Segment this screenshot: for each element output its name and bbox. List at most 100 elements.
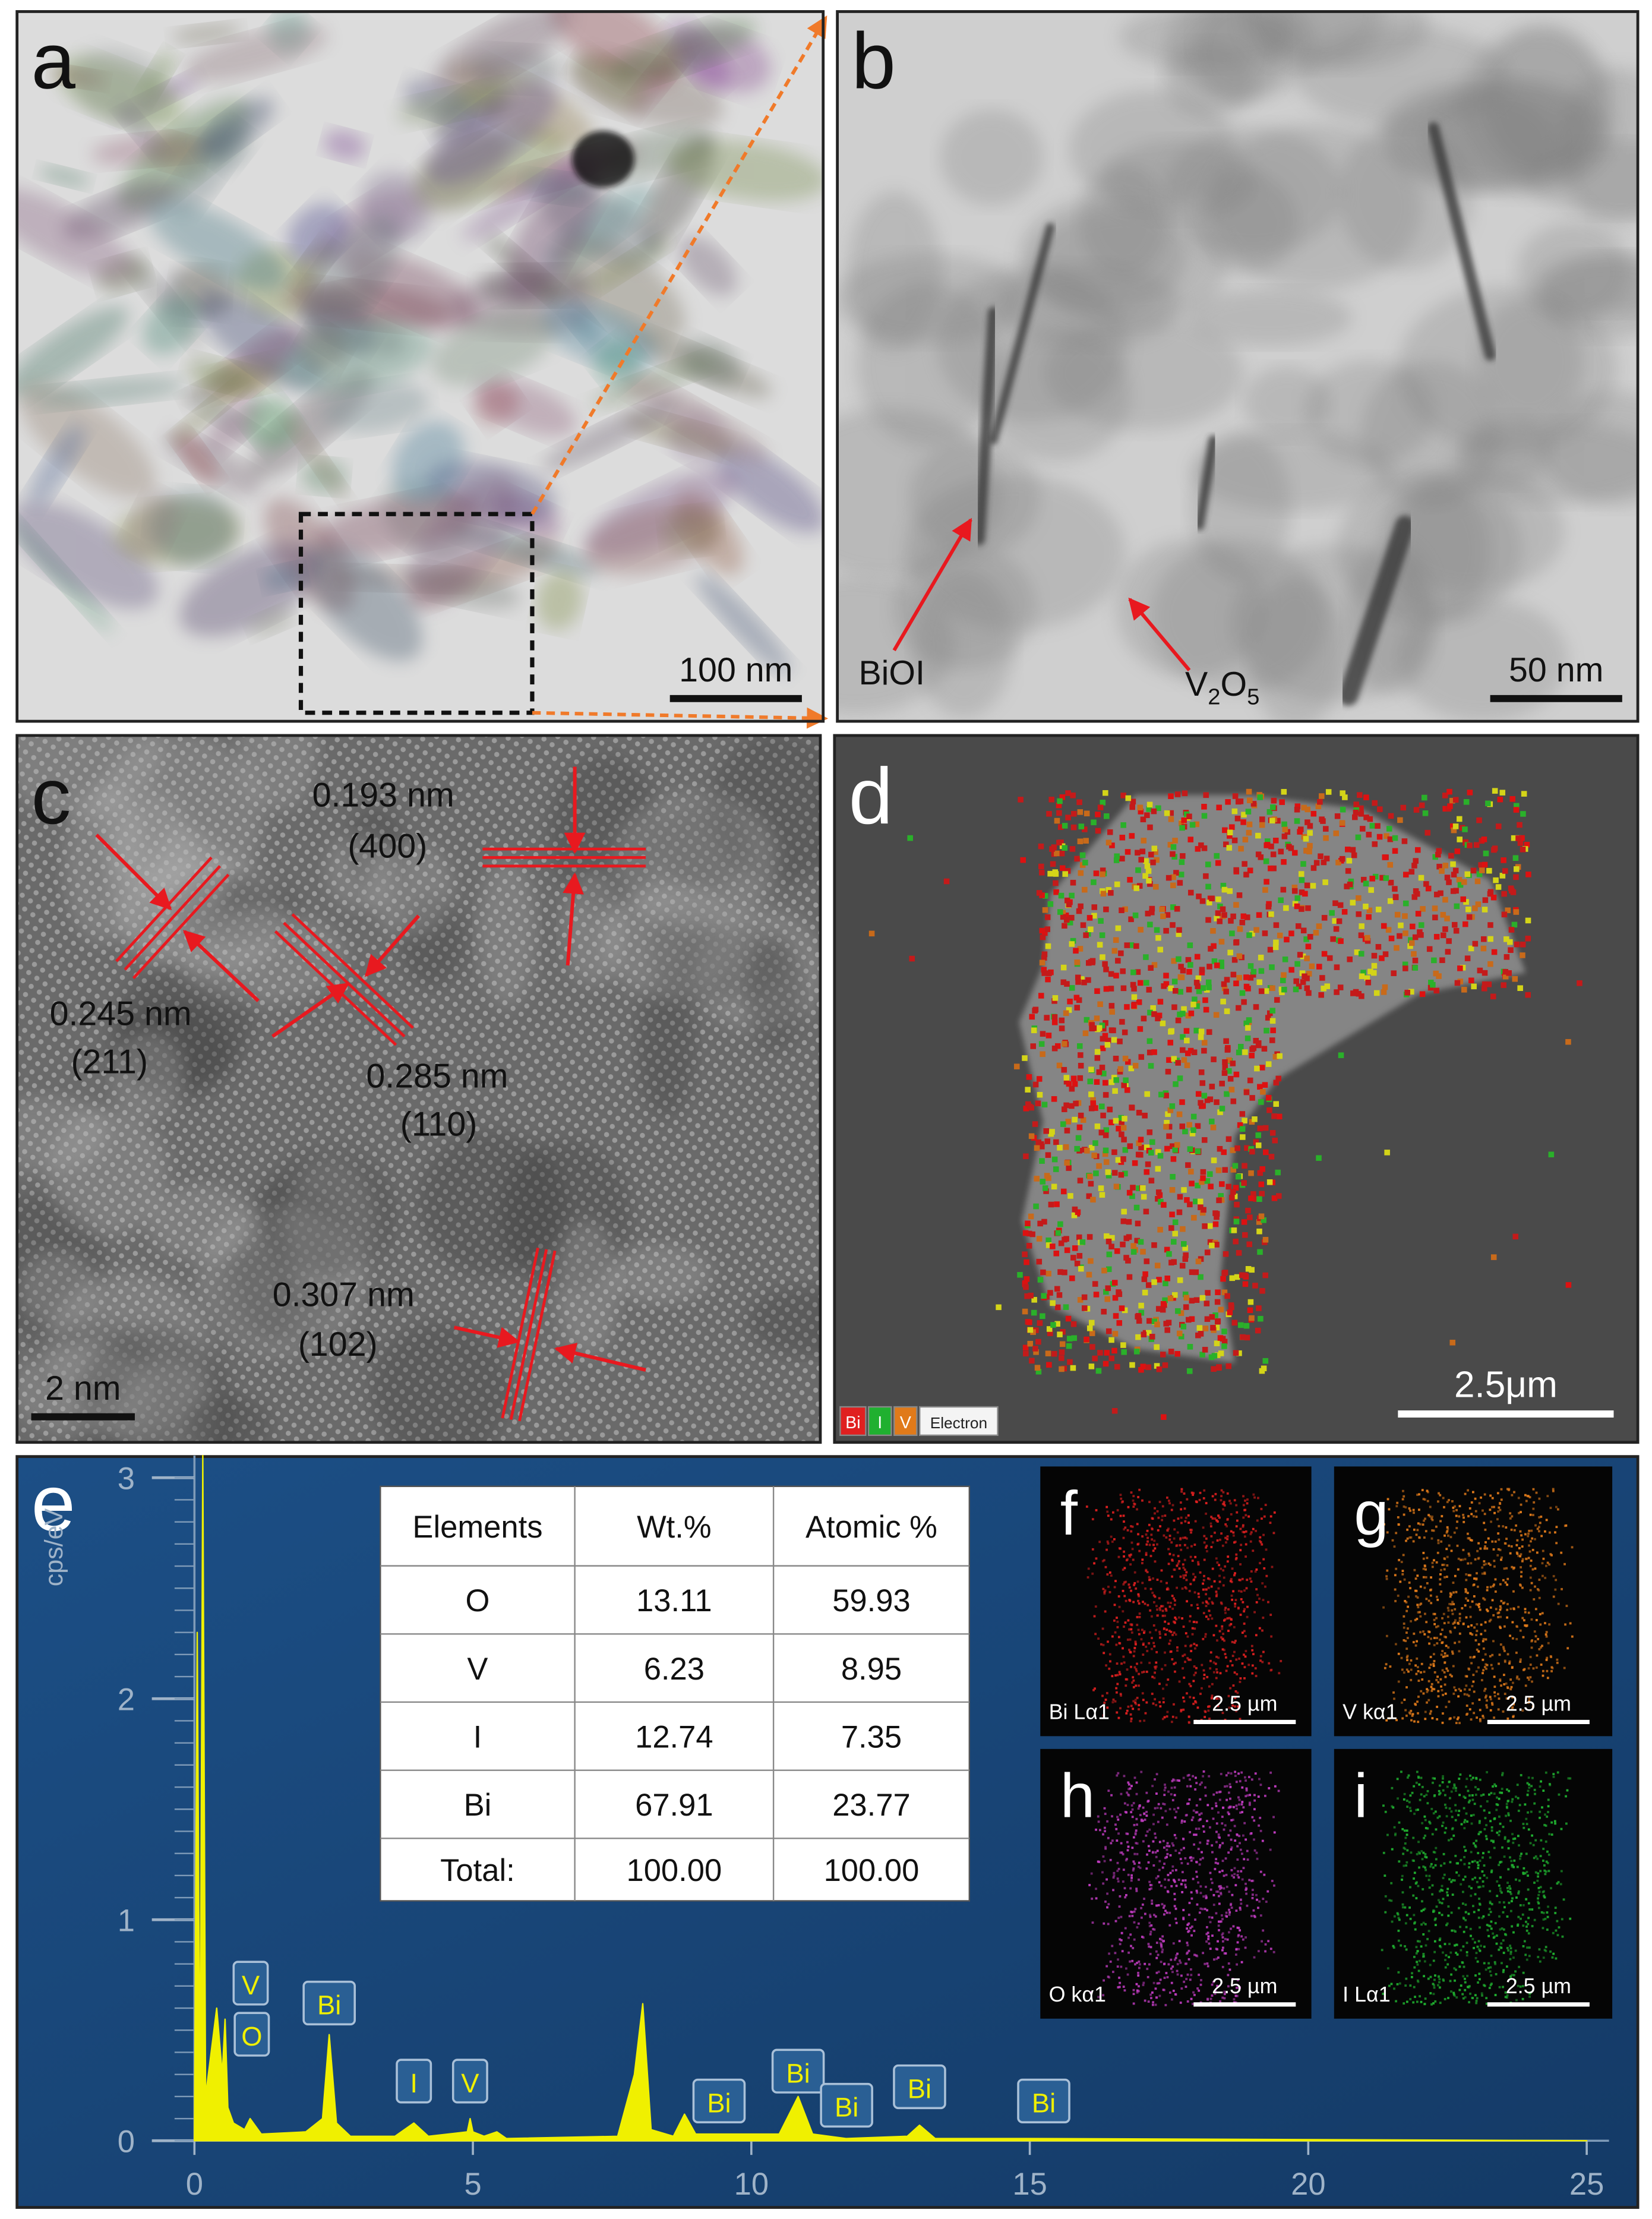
- map-dot: [1235, 798, 1242, 805]
- map-dot: [1253, 1838, 1255, 1841]
- particle: [127, 493, 178, 558]
- map-dot: [1117, 1595, 1120, 1598]
- map-dot: [1454, 1689, 1457, 1691]
- map-dot: [1259, 1368, 1265, 1374]
- map-dot: [1367, 968, 1373, 975]
- map-dot: [1516, 1539, 1519, 1542]
- map-dot: [1144, 1587, 1147, 1590]
- map-dot: [1190, 1491, 1193, 1494]
- map-dot: [1499, 1503, 1502, 1505]
- map-dot: [1154, 1547, 1157, 1550]
- map-dot: [1148, 1150, 1154, 1156]
- map-dot: [1091, 1153, 1097, 1159]
- map-dot: [1552, 1489, 1555, 1492]
- map-dot: [1154, 1832, 1157, 1835]
- map-dot: [1209, 1614, 1212, 1617]
- map-dot: [1152, 1702, 1155, 1705]
- map-dot: [1257, 1795, 1260, 1798]
- map-dot: [1134, 1238, 1140, 1244]
- map-dot: [1131, 1959, 1134, 1962]
- map-dot: [1215, 1912, 1218, 1915]
- map-dot: [1164, 1620, 1167, 1623]
- map-dot: [1179, 1262, 1186, 1269]
- map-dot: [1236, 1673, 1239, 1675]
- map-dot: [1256, 1219, 1262, 1225]
- map-dot: [1197, 1563, 1200, 1566]
- map-dot: [1067, 998, 1073, 1005]
- particle: [185, 26, 328, 81]
- map-dot: [1112, 1088, 1118, 1094]
- map-dot: [1138, 1549, 1141, 1552]
- map-dot: [1202, 997, 1208, 1003]
- map-dot: [1179, 2002, 1182, 2004]
- map-dot: [1147, 1943, 1150, 1945]
- map-dot: [1221, 1816, 1224, 1818]
- map-dot: [1265, 1094, 1272, 1101]
- map-dot: [1487, 1537, 1490, 1540]
- map-dot: [1418, 932, 1424, 938]
- particle: [678, 236, 737, 296]
- map-dot: [1195, 846, 1201, 852]
- map-dot: [1209, 1878, 1212, 1881]
- map-dot: [1132, 1802, 1135, 1804]
- map-dot: [1058, 892, 1065, 899]
- map-dot: [1193, 980, 1200, 986]
- map-dot: [1066, 1336, 1073, 1341]
- map-dot: [1201, 1664, 1204, 1666]
- map-label: g: [1354, 1479, 1388, 1548]
- map-dot: [1065, 868, 1071, 874]
- map-dot: [1154, 1363, 1160, 1369]
- map-dot: [1266, 1179, 1273, 1185]
- map-dot: [1194, 1003, 1200, 1009]
- map-dot: [1363, 880, 1369, 886]
- map-dot: [1267, 946, 1274, 953]
- map-dot: [1151, 1517, 1154, 1520]
- map-dot: [1186, 1368, 1193, 1374]
- map-dot: [1229, 930, 1235, 936]
- map-dot: [1139, 1867, 1142, 1869]
- peak-label-box: [302, 1980, 356, 2026]
- map-dot: [1484, 1653, 1487, 1656]
- map-dot: [1113, 1586, 1116, 1589]
- map-dot: [1212, 1221, 1219, 1227]
- map-dot: [1521, 1558, 1524, 1561]
- map-dot: [1571, 1635, 1574, 1638]
- map-dot: [1123, 1802, 1126, 1805]
- map-dot: [1020, 857, 1026, 863]
- map-dot: [1198, 1331, 1204, 1337]
- map-dot: [1220, 1495, 1223, 1498]
- map-dot: [1231, 1655, 1234, 1658]
- map-dot: [1214, 1868, 1217, 1870]
- map-dot: [1108, 1243, 1114, 1249]
- map-dot: [1228, 1911, 1231, 1914]
- map-dot: [1182, 1256, 1189, 1262]
- annotation: (102): [298, 1325, 378, 1363]
- map-dot: [1407, 1670, 1410, 1673]
- map-dot: [1442, 1497, 1445, 1500]
- map-dot: [1199, 1352, 1205, 1358]
- map-dot: [1230, 1623, 1233, 1625]
- map-dot: [1135, 1817, 1138, 1820]
- map-dot: [1190, 1113, 1197, 1120]
- map-dot: [1120, 1851, 1123, 1854]
- map-dot: [1056, 839, 1062, 846]
- map-dot: [1478, 1699, 1481, 1701]
- map-dot: [1294, 961, 1300, 967]
- map-dot: [1183, 1295, 1190, 1301]
- map-dot: [1070, 938, 1076, 944]
- map-dot: [1450, 861, 1456, 867]
- map-dot: [1413, 1511, 1415, 1514]
- map-dot: [1437, 1542, 1440, 1545]
- map-dot: [1088, 926, 1094, 933]
- map-dot: [1462, 1549, 1465, 1551]
- map-dot: [1405, 1539, 1407, 1542]
- map-dot: [1251, 1896, 1254, 1899]
- map-dot: [1231, 1704, 1234, 1707]
- map-dot: [1503, 1567, 1506, 1570]
- map-dot: [1424, 1576, 1427, 1579]
- map-dot: [1220, 1276, 1226, 1282]
- map-dot: [1241, 1662, 1244, 1665]
- map-dot: [1214, 1992, 1217, 1995]
- map-dot: [1506, 1603, 1509, 1605]
- particle: [170, 380, 247, 444]
